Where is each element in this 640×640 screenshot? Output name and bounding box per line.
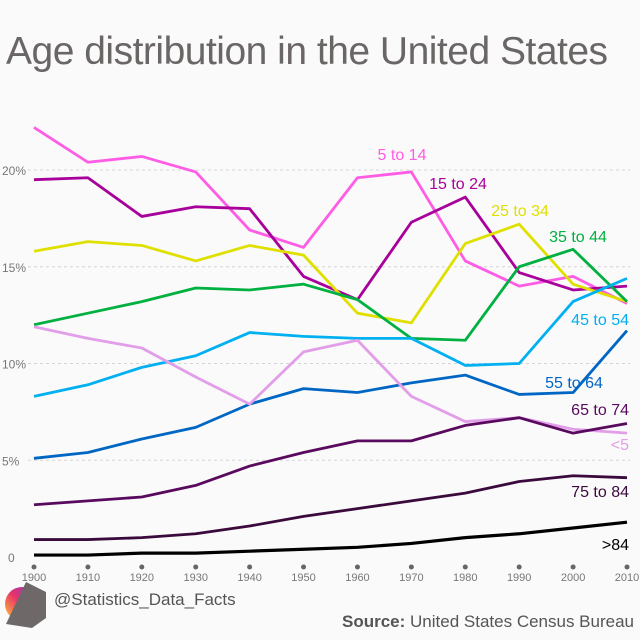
y-tick-label: 5% [2,454,20,468]
series-line-65-to-74 [33,416,628,507]
x-tick-label: 1920 [130,572,154,584]
series-label: 25 to 34 [491,203,549,220]
x-tick-label: 1970 [399,572,423,584]
x-tick-label: 1950 [291,572,315,584]
x-tick-dot [193,564,199,570]
x-tick-dot [139,564,145,570]
y-tick-label: 20% [2,164,26,178]
series-label: 35 to 44 [549,229,607,246]
x-tick-label: 1990 [507,572,531,584]
x-tick-label: 1980 [453,572,477,584]
x-tick-label: 1930 [183,572,207,584]
series-line--84 [34,520,628,557]
series-line-35-to-44 [33,247,628,342]
source-credit: Source: United States Census Bureau [342,612,634,632]
series-label: <5 [611,437,629,454]
source-text: United States Census Bureau [410,612,634,631]
series-line-75-to-84 [34,474,628,541]
chart-title: Age distribution in the United States [6,30,608,73]
y-tick-label: 15% [2,261,26,275]
x-tick-label: 2010 [615,572,639,584]
y-tick-label: 0 [8,551,15,565]
series-label: 5 to 14 [378,147,427,164]
series-label: 65 to 74 [571,402,629,419]
series-label: 15 to 24 [429,176,487,193]
series-line-25-to-34 [33,222,628,325]
series-line-55-to-64 [33,329,629,460]
y-tick-label: 10% [2,358,26,372]
x-tick-dot [301,564,307,570]
series-line-15-to-24 [33,176,628,302]
source-label: Source: [342,612,406,631]
x-tick-label: 1910 [76,572,100,584]
x-tick-dot [31,564,37,570]
x-tick-dot [570,564,576,570]
series-label: 45 to 54 [571,312,629,329]
x-tick-dot [516,564,522,570]
series-line-5-to-14 [33,126,628,305]
series-line-45-to-54 [33,277,628,398]
x-tick-label: 1960 [345,572,369,584]
series-label: 55 to 64 [545,375,603,392]
x-tick-dot [85,564,91,570]
series-label: >84 [602,537,629,554]
social-handle: @Statistics_Data_Facts [54,590,236,609]
series-label: 75 to 84 [571,484,629,501]
x-tick-label: 1900 [22,572,46,584]
x-tick-label: 2000 [561,572,585,584]
x-tick-dot [624,564,630,570]
x-tick-dot [354,564,360,570]
logo-icon [5,582,46,628]
x-tick-label: 1940 [237,572,261,584]
x-tick-dot [408,564,414,570]
x-tick-dot [247,564,253,570]
x-tick-dot [462,564,468,570]
